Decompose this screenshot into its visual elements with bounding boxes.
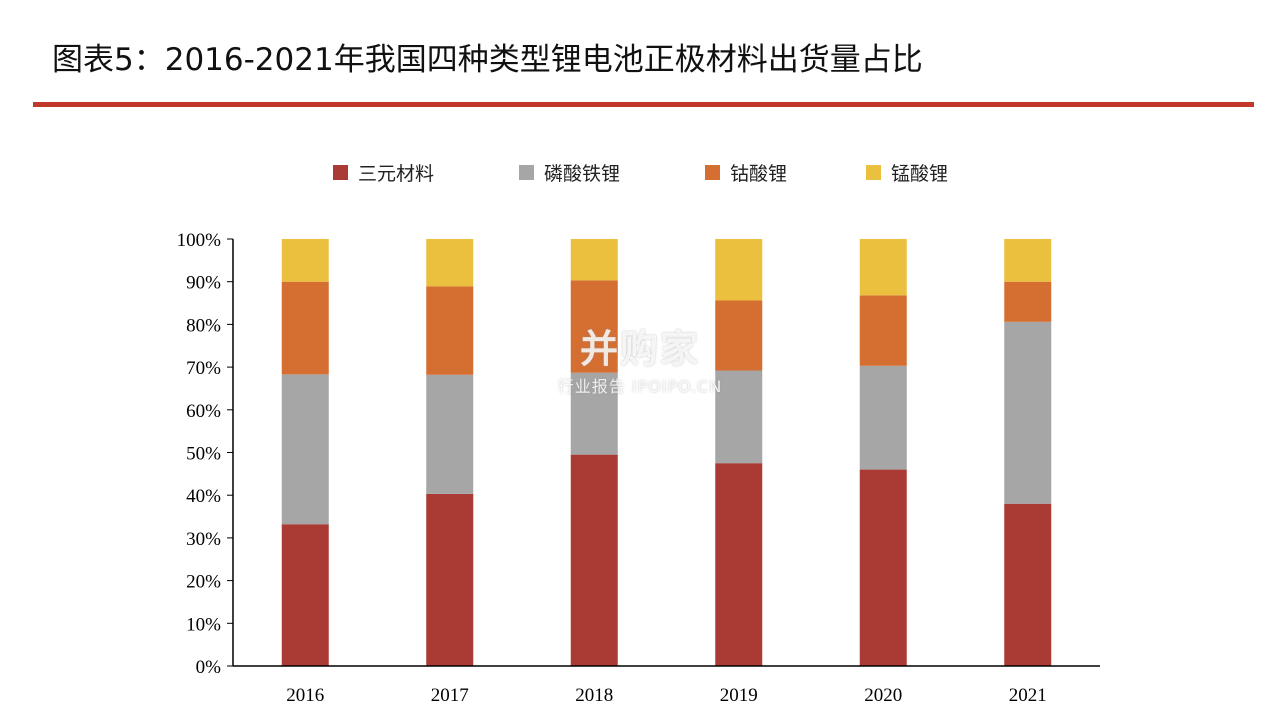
legend-label: 三元材料: [358, 163, 434, 185]
bars-layer: [281, 239, 1052, 666]
y-tick-label: 10%: [186, 614, 221, 635]
chart-legend: 三元材料 磷酸铁锂 钴酸锂 锰酸锂: [333, 163, 948, 185]
bar-segment: [570, 454, 618, 666]
bar-segment: [281, 374, 329, 525]
bar-segment: [715, 370, 763, 464]
bar-segment: [715, 239, 763, 301]
bar-segment: [859, 295, 907, 366]
bar-segment: [426, 286, 474, 375]
bar-segment: [1004, 321, 1052, 504]
y-tick-label: 40%: [186, 486, 221, 507]
bar-segment: [570, 372, 618, 455]
y-tick-label: 70%: [186, 358, 221, 379]
bar-segment: [859, 365, 907, 470]
legend-swatch: [519, 165, 534, 180]
y-tick-label: 0%: [196, 657, 222, 678]
axes-layer: 0% 10% 20% 30% 40% 50% 60% 70% 80% 90% 100% 2016 201…: [177, 230, 1100, 706]
y-tick-label: 50%: [186, 444, 221, 465]
y-tick-label: 80%: [186, 315, 221, 336]
page-title: 图表5：2016-2021年我国四种类型锂电池正极材料出货量占比: [52, 42, 923, 78]
x-tick-label: 2017: [431, 685, 469, 706]
y-tick-label: 90%: [186, 273, 221, 294]
legend-swatch: [333, 165, 348, 180]
legend-swatch: [705, 165, 720, 180]
bar-segment: [570, 280, 618, 373]
x-tick-label: 2019: [720, 685, 758, 706]
bar-segment: [1004, 281, 1052, 322]
bar-segment: [1004, 239, 1052, 282]
legend-label: 磷酸铁锂: [544, 163, 620, 185]
bar-segment: [859, 469, 907, 666]
legend-label: 钴酸锂: [730, 163, 787, 185]
bar-segment: [570, 239, 618, 281]
bar-segment: [859, 239, 907, 296]
x-tick-label: 2016: [286, 685, 324, 706]
bar-segment: [281, 524, 329, 666]
bar-segment: [281, 239, 329, 282]
y-tick-label: 100%: [177, 230, 222, 251]
y-tick-label: 30%: [186, 529, 221, 550]
bar-segment: [715, 300, 763, 371]
x-tick-label: 2021: [1009, 685, 1047, 706]
title-divider: [33, 102, 1254, 107]
bar-segment: [426, 374, 474, 494]
bar-segment: [281, 281, 329, 375]
y-tick-label: 60%: [186, 401, 221, 422]
legend-swatch: [866, 165, 881, 180]
x-tick-label: 2020: [864, 685, 902, 706]
x-tick-label: 2018: [575, 685, 613, 706]
y-tick-label: 20%: [186, 572, 221, 593]
bar-segment: [426, 239, 474, 287]
legend-label: 锰酸锂: [891, 163, 948, 185]
bar-segment: [426, 493, 474, 666]
bar-segment: [715, 463, 763, 666]
bar-segment: [1004, 503, 1052, 666]
